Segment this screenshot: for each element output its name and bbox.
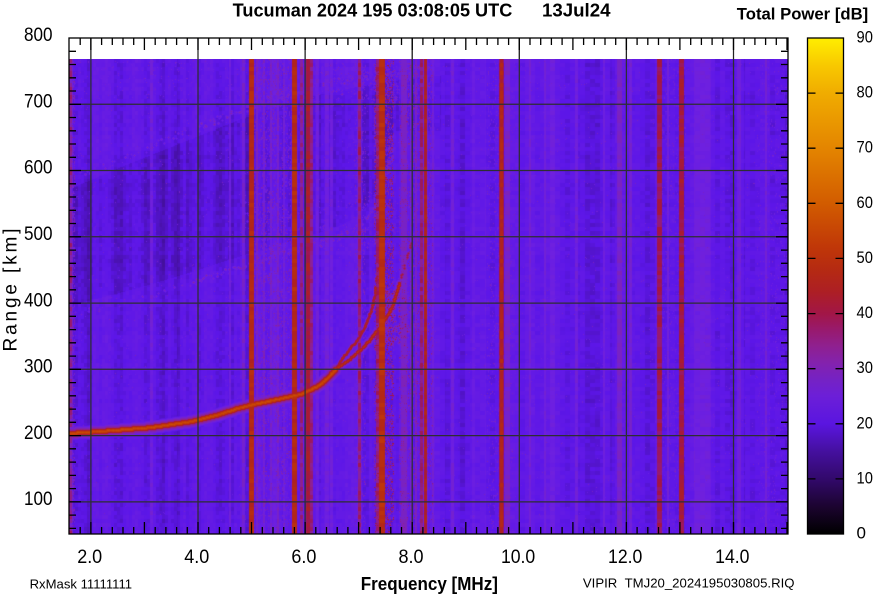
svg-text:VIPIR TMJ20_2024195030805.RIQ: VIPIR TMJ20_2024195030805.RIQ [583, 576, 795, 591]
svg-text:10.0: 10.0 [501, 546, 535, 568]
svg-text:300: 300 [24, 356, 53, 378]
svg-text:30: 30 [857, 358, 873, 377]
svg-text:13Jul24: 13Jul24 [542, 1, 611, 21]
svg-text:70: 70 [857, 138, 873, 157]
svg-text:80: 80 [857, 83, 873, 102]
svg-text:10: 10 [857, 468, 873, 487]
svg-text:800: 800 [24, 24, 53, 46]
svg-text:60: 60 [857, 193, 873, 212]
svg-text:100: 100 [24, 488, 53, 510]
svg-text:50: 50 [857, 248, 873, 267]
svg-text:2.0: 2.0 [77, 546, 102, 568]
svg-text:500: 500 [24, 223, 53, 245]
svg-text:12.0: 12.0 [608, 546, 642, 568]
svg-text:200: 200 [24, 422, 53, 444]
svg-text:Range [km]: Range [km] [1, 229, 22, 352]
svg-text:6.0: 6.0 [291, 546, 316, 568]
svg-text:RxMask 11111111: RxMask 11111111 [30, 576, 133, 591]
svg-text:Frequency [MHz]: Frequency [MHz] [361, 573, 498, 594]
svg-text:0: 0 [857, 524, 866, 543]
svg-text:Total Power [dB]: Total Power [dB] [737, 6, 868, 24]
svg-text:20: 20 [857, 413, 873, 432]
svg-text:700: 700 [24, 91, 53, 113]
svg-text:4.0: 4.0 [184, 546, 209, 568]
svg-text:90: 90 [857, 28, 873, 47]
svg-text:400: 400 [24, 289, 53, 311]
svg-text:600: 600 [24, 157, 53, 179]
svg-text:14.0: 14.0 [715, 546, 749, 568]
svg-text:Tucuman 2024 195 03:08:05 UTC: Tucuman 2024 195 03:08:05 UTC [233, 1, 513, 21]
svg-text:40: 40 [857, 303, 873, 322]
svg-text:8.0: 8.0 [399, 546, 424, 568]
